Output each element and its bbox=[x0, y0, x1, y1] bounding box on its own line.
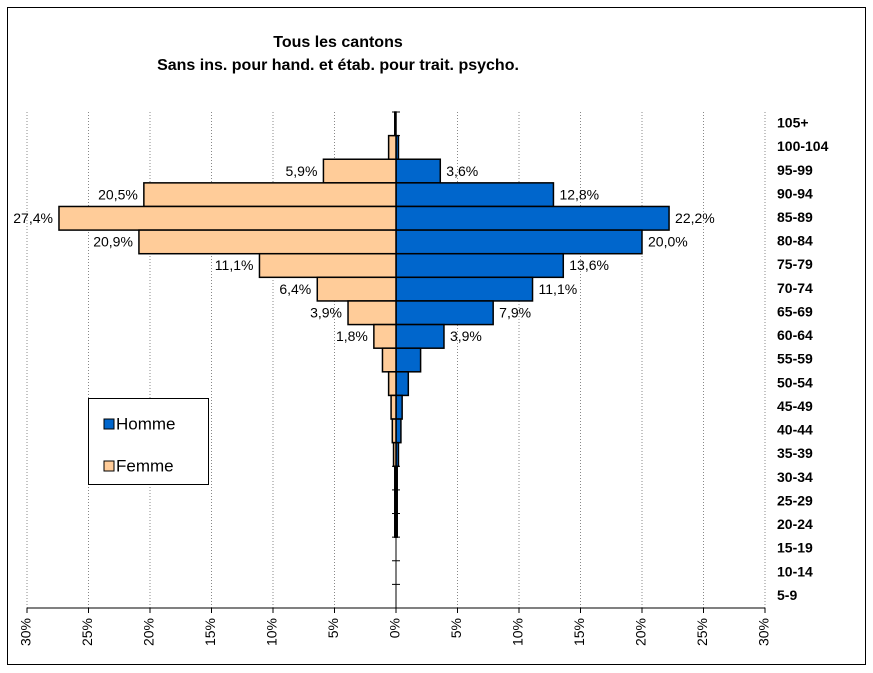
y-tick-label: 100-104 bbox=[777, 138, 829, 154]
value-label: 1,8% bbox=[336, 328, 368, 344]
bar bbox=[316, 276, 397, 302]
value-label: 6,4% bbox=[279, 281, 311, 297]
x-tick-label: 10% bbox=[510, 618, 526, 646]
bar bbox=[58, 205, 397, 231]
bar bbox=[381, 347, 397, 373]
x-tick-label: 0% bbox=[387, 618, 403, 638]
y-tick-label: 15-19 bbox=[777, 540, 813, 556]
x-tick-label: 5% bbox=[448, 618, 464, 638]
y-tick-label: 5-9 bbox=[777, 587, 797, 603]
value-label: 3,9% bbox=[450, 328, 482, 344]
chart-title: Tous les cantons bbox=[273, 34, 403, 51]
value-label: 20,9% bbox=[93, 234, 133, 250]
y-tick-label: 105+ bbox=[777, 115, 809, 131]
legend-swatch bbox=[103, 418, 115, 430]
x-tick-label: 10% bbox=[264, 618, 280, 646]
x-tick-label: 30% bbox=[18, 618, 34, 646]
bar bbox=[387, 371, 397, 397]
y-tick-label: 20-24 bbox=[777, 516, 813, 532]
bar bbox=[322, 158, 397, 184]
bar bbox=[395, 205, 670, 231]
bar bbox=[258, 252, 397, 279]
value-label: 12,8% bbox=[559, 186, 599, 202]
y-tick-label: 95-99 bbox=[777, 162, 813, 178]
y-tick-label: 30-34 bbox=[777, 469, 813, 485]
value-label: 20,0% bbox=[648, 234, 688, 250]
y-tick-label: 60-64 bbox=[777, 327, 813, 343]
bar bbox=[143, 182, 397, 208]
y-tick-label: 35-39 bbox=[777, 445, 813, 461]
bar bbox=[395, 300, 494, 326]
value-label: 3,6% bbox=[446, 163, 478, 179]
x-tick-label: 15% bbox=[571, 618, 587, 646]
x-tick-label: 25% bbox=[694, 618, 710, 646]
y-tick-label: 90-94 bbox=[777, 185, 813, 201]
x-tick-label: 5% bbox=[325, 618, 341, 638]
y-tick-label: 85-89 bbox=[777, 209, 813, 225]
bar bbox=[138, 229, 397, 255]
legend-label: Femme bbox=[116, 456, 174, 475]
value-label: 7,9% bbox=[499, 304, 531, 320]
y-tick-label: 25-29 bbox=[777, 492, 813, 508]
y-tick-label: 50-54 bbox=[777, 374, 813, 390]
value-label: 11,1% bbox=[539, 281, 578, 297]
y-tick-label: 45-49 bbox=[777, 398, 813, 414]
bar bbox=[395, 323, 445, 349]
y-tick-label: 75-79 bbox=[777, 256, 813, 272]
x-tick-label: 20% bbox=[633, 618, 649, 646]
y-tick-label: 65-69 bbox=[777, 303, 813, 319]
value-label: 11,1% bbox=[215, 257, 254, 273]
bar bbox=[347, 300, 397, 326]
y-tick-label: 55-59 bbox=[777, 351, 813, 367]
bar bbox=[390, 394, 397, 420]
legend-swatch bbox=[103, 460, 115, 472]
x-tick-label: 30% bbox=[756, 618, 772, 646]
bar bbox=[395, 276, 534, 302]
bar bbox=[387, 134, 397, 160]
bar bbox=[395, 394, 403, 420]
bar bbox=[395, 229, 643, 255]
x-tick-label: 25% bbox=[79, 618, 95, 646]
bar bbox=[395, 371, 410, 397]
value-label: 13,6% bbox=[569, 257, 609, 273]
value-label: 5,9% bbox=[286, 163, 318, 179]
y-tick-label: 10-14 bbox=[777, 563, 813, 579]
value-label: 20,5% bbox=[98, 186, 138, 202]
x-tick-label: 20% bbox=[141, 618, 157, 646]
bar bbox=[395, 158, 442, 184]
legend-label: Homme bbox=[116, 414, 176, 433]
chart-subtitle: Sans ins. pour hand. et étab. pour trait… bbox=[157, 57, 519, 74]
value-label: 22,2% bbox=[675, 210, 715, 226]
x-tick-label: 15% bbox=[202, 618, 218, 646]
bar bbox=[395, 182, 555, 208]
bar bbox=[391, 418, 397, 444]
legend: Homme Femme bbox=[88, 398, 209, 485]
bar bbox=[373, 323, 397, 349]
bar bbox=[395, 347, 422, 373]
y-tick-label: 70-74 bbox=[777, 280, 813, 296]
value-label: 3,9% bbox=[310, 304, 342, 320]
y-tick-label: 40-44 bbox=[777, 422, 813, 438]
y-tick-label: 80-84 bbox=[777, 233, 813, 249]
value-label: 27,4% bbox=[13, 210, 53, 226]
bar bbox=[395, 252, 565, 279]
